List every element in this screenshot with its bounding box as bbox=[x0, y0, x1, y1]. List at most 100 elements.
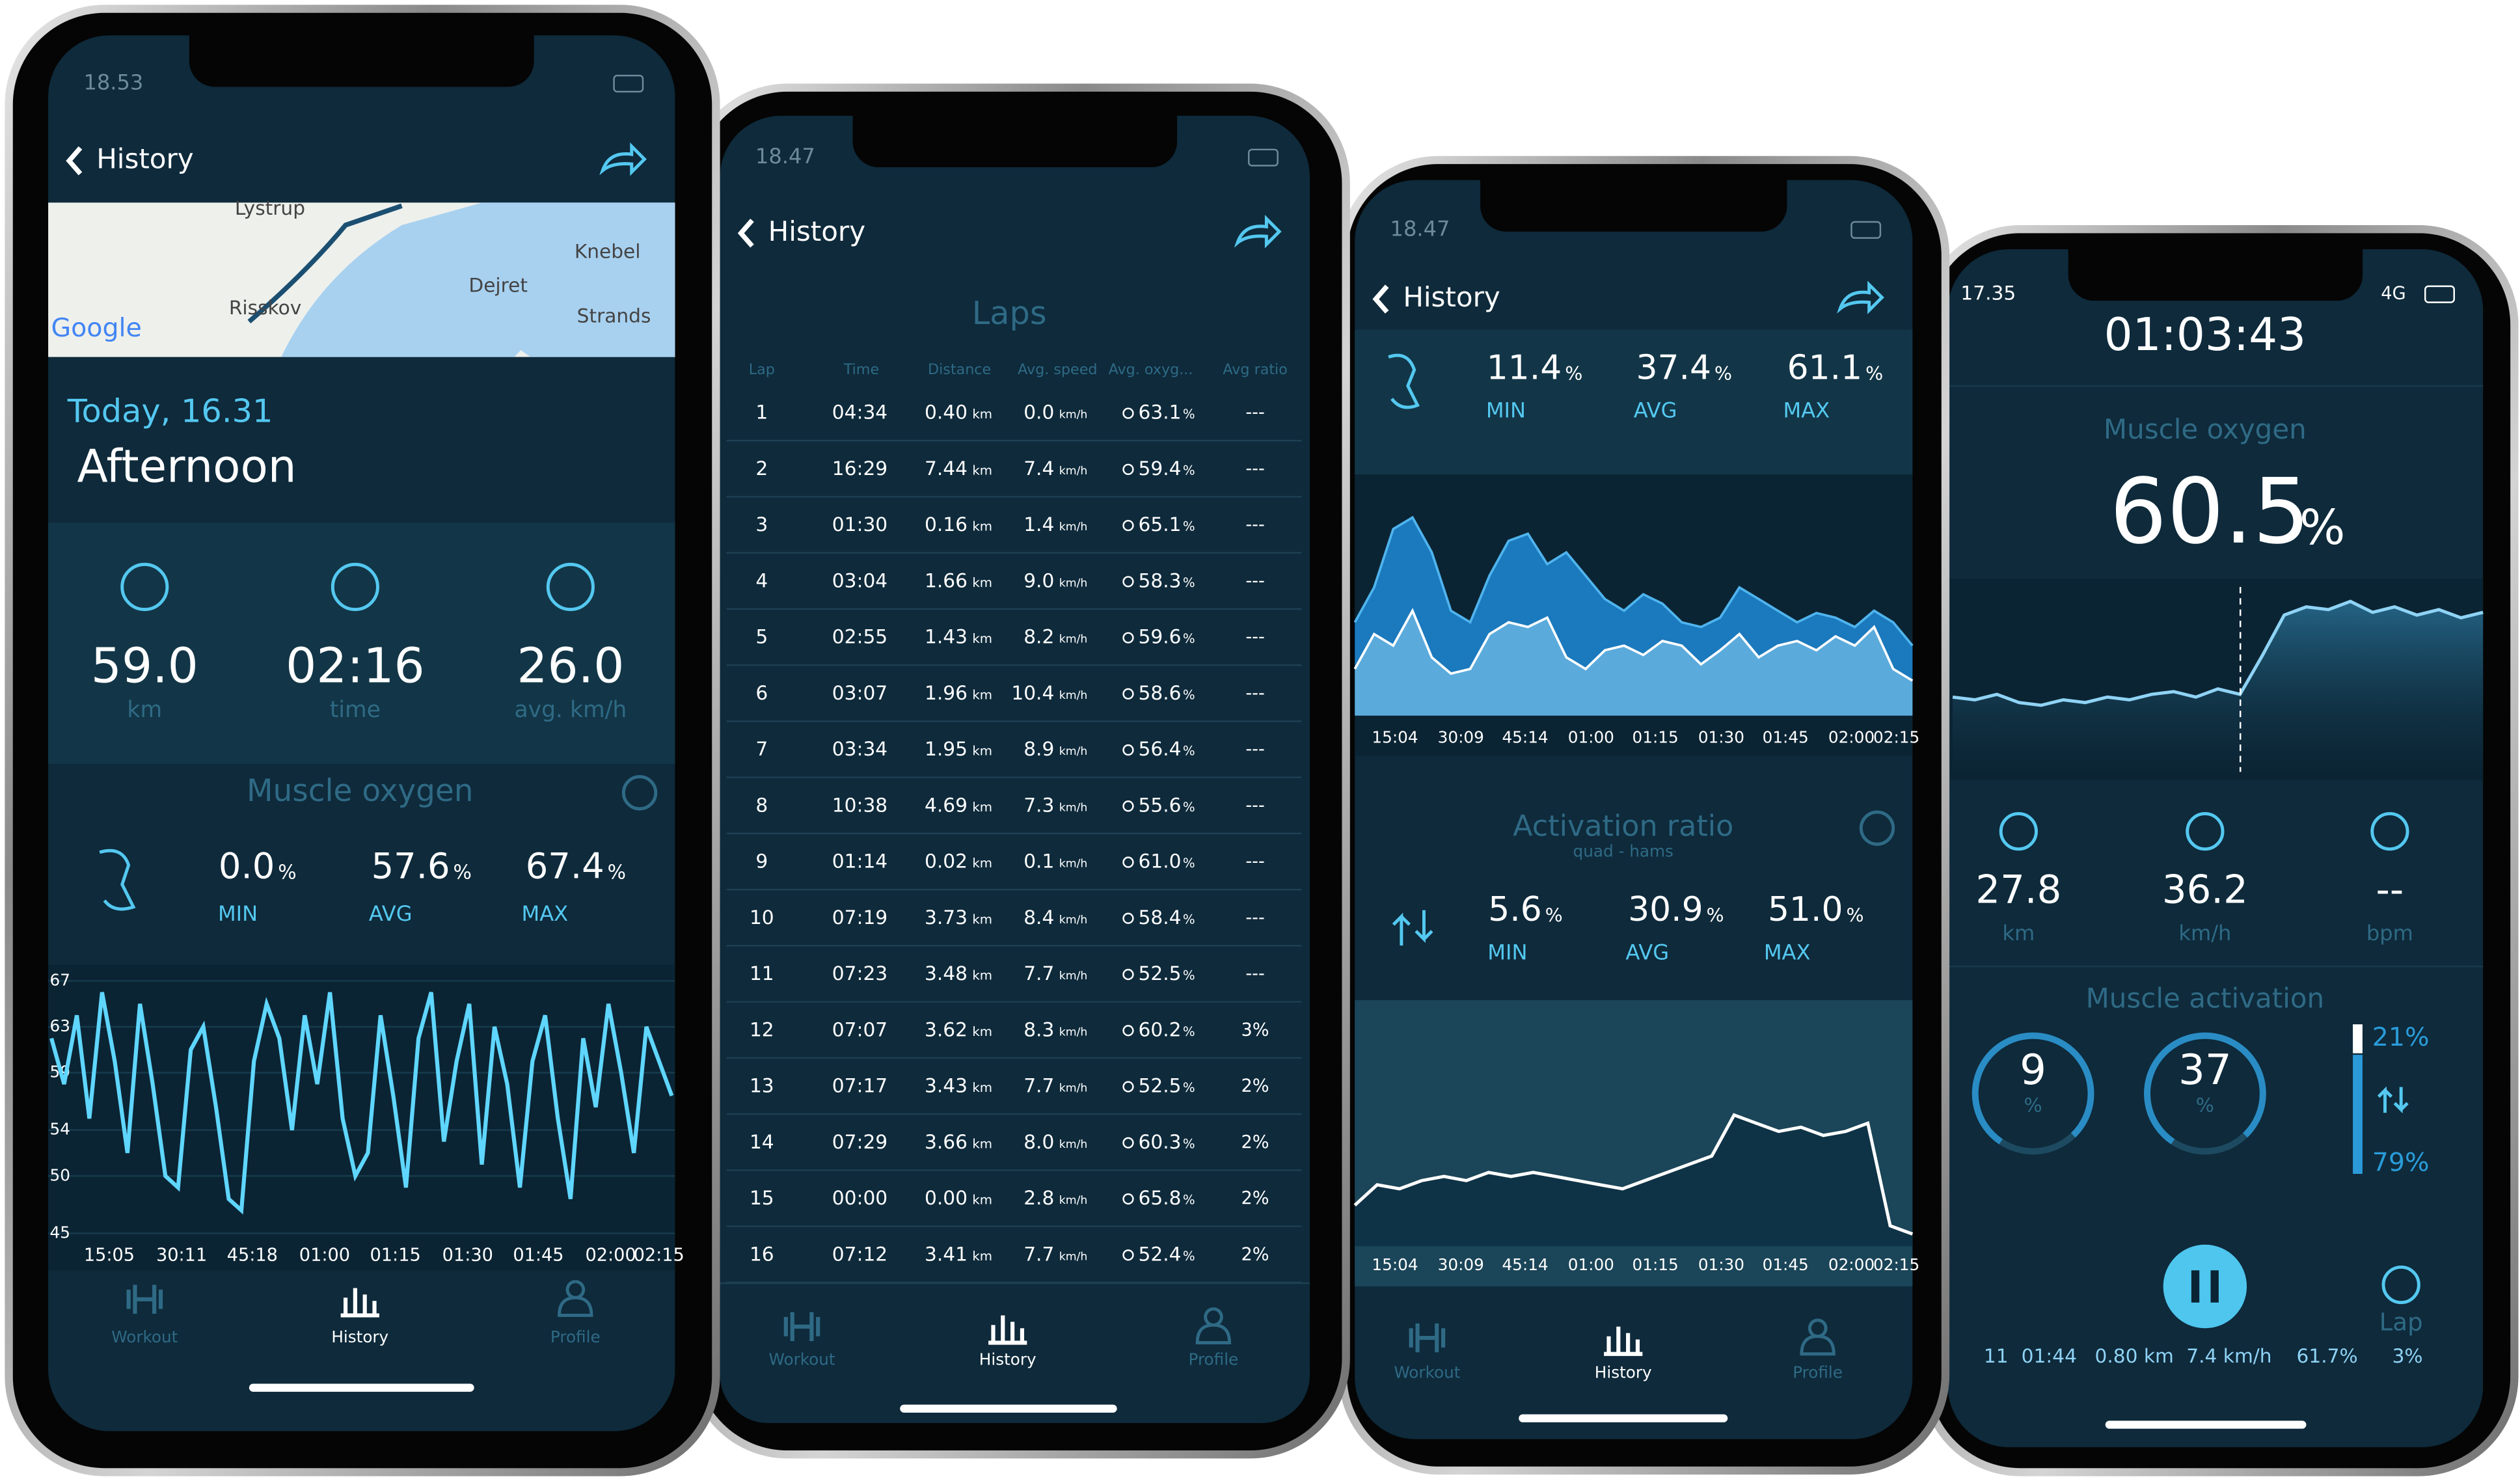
line bbox=[1952, 599, 2484, 707]
cell-lap: 5 bbox=[755, 625, 768, 648]
summary-label: AVG bbox=[1634, 398, 1677, 423]
x-tick-label: 02:00 bbox=[1828, 727, 1875, 746]
cell-lap: 13 bbox=[750, 1074, 774, 1097]
tab-label: Workout bbox=[111, 1327, 178, 1346]
cell-speed: 0.0 bbox=[1023, 401, 1054, 424]
section-title: Muscle oxygen bbox=[247, 773, 474, 809]
tab-icon bbox=[783, 1312, 820, 1342]
map-label: Lystrup bbox=[235, 197, 305, 219]
stat-unit: time bbox=[330, 697, 381, 723]
oxygen-icon bbox=[1122, 519, 1134, 532]
lap-cell: 01:44 bbox=[2022, 1344, 2077, 1367]
cell-unit: km bbox=[972, 1249, 992, 1264]
tab-label: Workout bbox=[1394, 1363, 1460, 1381]
x-tick-label: 01:45 bbox=[1763, 727, 1809, 746]
cell-speed: 0.1 bbox=[1023, 850, 1054, 873]
cell-lap: 6 bbox=[755, 681, 768, 704]
summary-value: 0.0 bbox=[219, 846, 275, 887]
timer: 01:03:43 bbox=[2104, 309, 2307, 361]
cell-lap: 16 bbox=[750, 1242, 774, 1265]
y-tick-label: 63 bbox=[50, 1016, 70, 1035]
ratio-icon bbox=[1392, 910, 1433, 946]
cell-oxygen: 52.5 bbox=[1139, 962, 1182, 985]
cell-ratio: --- bbox=[1245, 852, 1264, 872]
summary-unit: % bbox=[1865, 363, 1883, 385]
summary-value: 61.1 bbox=[1787, 348, 1862, 387]
cell-time: 04:34 bbox=[832, 401, 887, 424]
cell-time: 07:19 bbox=[832, 906, 887, 929]
x-tick-label: 01:00 bbox=[1568, 727, 1614, 746]
cell-unit: km/h bbox=[1059, 801, 1088, 814]
x-tick-label: 01:30 bbox=[442, 1245, 493, 1266]
stat-icon bbox=[1999, 811, 2038, 851]
oxygen-icon bbox=[1122, 800, 1134, 812]
cell-unit: km/h bbox=[1059, 1194, 1088, 1207]
cell-unit: km bbox=[972, 1193, 992, 1208]
pause-icon bbox=[2191, 1270, 2219, 1303]
cell-distance: 1.66 bbox=[925, 569, 968, 591]
map-water bbox=[281, 202, 675, 357]
summary-unit: % bbox=[608, 861, 626, 884]
cell-speed: 2.8 bbox=[1023, 1186, 1054, 1209]
y-tick-label: 67 bbox=[50, 970, 70, 989]
cell-distance: 1.96 bbox=[925, 681, 968, 704]
cell-lap: 11 bbox=[750, 962, 774, 985]
x-tick-label: 02:00 bbox=[1828, 1255, 1875, 1274]
table-header: Distance bbox=[928, 361, 991, 378]
cell-oxygen: 55.6 bbox=[1139, 793, 1182, 816]
stat-icon bbox=[546, 562, 595, 612]
x-tick-label: 01:45 bbox=[1763, 1255, 1809, 1274]
cell-distance: 4.69 bbox=[925, 793, 968, 816]
cell-time: 03:07 bbox=[832, 681, 887, 704]
help-icon[interactable] bbox=[1859, 810, 1895, 846]
map-label: Strands bbox=[577, 304, 651, 327]
tab-label: History bbox=[979, 1350, 1036, 1369]
cell-ratio: --- bbox=[1245, 459, 1264, 479]
summary-unit: % bbox=[453, 861, 471, 884]
oxygen-icon bbox=[1122, 744, 1134, 756]
lap-cell: 0.80 km bbox=[2095, 1344, 2174, 1367]
cell-time: 03:34 bbox=[832, 737, 887, 760]
cell-unit: % bbox=[1183, 407, 1195, 422]
cell-unit: km/h bbox=[1059, 633, 1088, 646]
lap-cell: 7.4 km/h bbox=[2186, 1344, 2271, 1367]
cell-speed: 8.3 bbox=[1023, 1018, 1054, 1040]
table-header: Lap bbox=[749, 361, 775, 378]
oxygen-icon bbox=[1122, 856, 1134, 868]
cell-unit: km/h bbox=[1059, 409, 1088, 422]
area bbox=[1355, 1115, 1913, 1247]
help-icon[interactable] bbox=[621, 775, 658, 811]
oxygen-icon bbox=[1122, 576, 1134, 588]
cell-distance: 0.02 bbox=[925, 850, 968, 873]
cell-speed: 7.7 bbox=[1023, 1074, 1054, 1097]
stat-value: 36.2 bbox=[2162, 867, 2248, 912]
pause-button[interactable] bbox=[2163, 1244, 2247, 1329]
back-chevron bbox=[737, 219, 754, 248]
cell-time: 01:30 bbox=[832, 513, 887, 536]
cell-speed: 7.7 bbox=[1023, 1242, 1054, 1265]
cell-ratio: --- bbox=[1245, 403, 1264, 423]
summary-value: 11.4 bbox=[1487, 348, 1562, 387]
summary-unit: % bbox=[1707, 905, 1724, 927]
stats-panel bbox=[48, 523, 675, 764]
cell-unit: % bbox=[1183, 463, 1195, 478]
oxygen-icon bbox=[1122, 632, 1134, 644]
stats-panel bbox=[1355, 329, 1913, 475]
notch-top bbox=[189, 29, 534, 55]
summary-value: 57.6 bbox=[372, 846, 450, 887]
screen bbox=[720, 115, 1310, 1424]
share-icon bbox=[599, 142, 647, 176]
oxygen-icon bbox=[1122, 1193, 1134, 1205]
cell-ratio: --- bbox=[1245, 964, 1264, 984]
network: 4G bbox=[2381, 284, 2405, 304]
cell-unit: km bbox=[972, 575, 992, 590]
cell-oxygen: 58.3 bbox=[1139, 569, 1182, 591]
cell-ratio: --- bbox=[1245, 908, 1264, 928]
oxygen-icon bbox=[1122, 688, 1134, 700]
cell-unit: % bbox=[1183, 519, 1195, 534]
cell-oxygen: 63.1 bbox=[1139, 401, 1182, 424]
cell-unit: km bbox=[972, 407, 992, 422]
summary-value: 51.0 bbox=[1768, 890, 1843, 929]
cell-unit: km/h bbox=[1059, 745, 1088, 758]
